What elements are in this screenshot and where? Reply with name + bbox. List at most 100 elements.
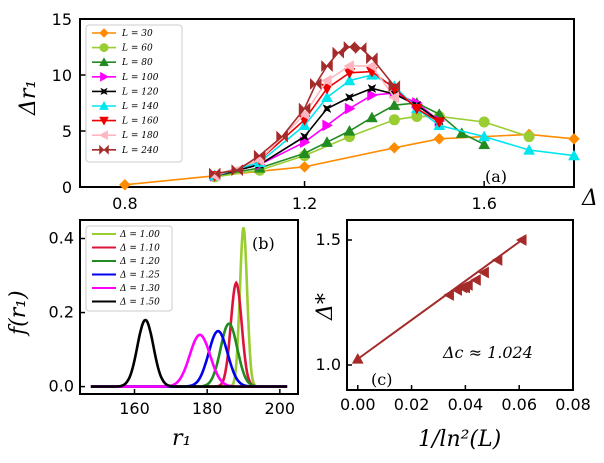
panel-a-data-point [300,132,309,142]
panel-a: 0.8 1.2 1.6 0 5 10 15 L = 30 L = 60 L = 80 L = 10… [16,10,598,213]
panel-c-data-point [478,266,489,279]
panel-b-legend-label: Δ = 1.20 [119,257,160,267]
panel-a-data-point [365,60,377,72]
panel-a-data-point [410,103,423,115]
panel-c-data-point [462,279,473,291]
panel-a-xtick-label: 1.6 [471,194,496,213]
panel-a-legend-label: L = 140 [121,102,159,112]
panel-a-xlabel: Δ [581,186,598,211]
panel-a-legend-label: L = 60 [121,44,153,54]
panel-a-legend-label: L = 30 [121,29,153,39]
panel-c-ticks: 0.00 0.02 0.04 0.06 0.08 1.0 1.5 [316,230,591,414]
panel-a-legend-label: L = 180 [121,131,159,141]
panel-a-data-point [366,52,378,65]
panel-a-legend-marker [99,57,109,67]
panel-b-legend-label: Δ = 1.10 [119,244,160,254]
panel-c-ytick-label: 1.5 [316,230,341,249]
panel-a-ticks: 0.8 1.2 1.6 0 5 10 15 [52,10,497,213]
panel-a-legend-marker [99,100,109,110]
panel-a-data-point [321,136,333,147]
panel-b-distribution-curve [90,333,288,388]
panel-a-legend-marker [99,116,109,126]
panel-a-data-point [321,83,333,95]
panel-c-data-point [351,352,364,364]
panel-c-label: (c) [371,370,392,389]
panel-a-data-point [321,59,333,73]
panel-a-data-point [322,104,332,114]
panel-a-data-point [433,132,446,145]
panel-a-data-point [310,77,322,91]
panel-a-legend-label: L = 240 [121,146,159,156]
panel-a-data-point [298,160,311,173]
panel-b-series [90,227,288,388]
panel-a-legend-label: L = 80 [121,58,153,68]
panel-b-frame [79,219,299,395]
panel-a-frame [79,18,575,188]
panel-b-xtick-label: 180 [192,399,223,418]
panel-a-data-point [276,130,288,143]
panel-b-xtick-label: 160 [119,399,150,418]
panel-a-data-point [568,149,580,161]
panel-a-data-point [344,102,356,115]
panel-a-data-point [253,149,266,162]
panel-c-xtick-label: 0.02 [394,395,430,414]
panel-a-data-point [345,92,354,102]
panel-a-legend-label: L = 100 [121,73,159,83]
panel-c-xtick-label: 0.04 [448,395,484,414]
panel-a-ytick-label: 0 [62,178,72,197]
panel-a-data-point [523,131,535,143]
panel-b-legend-label: Δ = 1.25 [119,271,160,281]
panel-a-data-point [388,141,401,154]
panel-a-legend: L = 30 L = 60 L = 80 L = 100 L = 120 L = 140 L… [85,24,183,163]
panel-a-data-point [320,74,332,87]
panel-c-ytick-label: 1.0 [316,355,341,374]
panel-b-legend-label: Δ = 1.00 [119,230,160,240]
panel-a-legend-marker [100,87,108,96]
panel-a-label: (a) [485,167,507,186]
panel-a-data-point [478,130,491,142]
panel-c-frame [346,219,574,391]
panel-c-xtick-label: 0.00 [340,395,376,414]
panel-a-data-point [365,111,378,123]
panel-a-ytick-label: 15 [52,10,72,29]
panel-b-ticks: 160 180 200 0.0 0.2 0.4 [49,229,296,418]
panel-b-legend: Δ = 1.00 Δ = 1.10 Δ = 1.20 Δ = 1.25 Δ = 1.30… [85,225,173,312]
panel-a-data-point [322,119,334,132]
panel-c-xtick-label: 0.06 [501,395,537,414]
panel-a-legend-marker [100,71,110,82]
panel-a-data-point [298,147,311,159]
panel-a-data-point [388,99,401,110]
panel-a-data-point [433,117,446,129]
panel-a-data-point [343,74,356,86]
panel-a-legend-marker [99,43,109,53]
panel-c-data-point [470,274,481,286]
panel-a-data-point [343,60,355,72]
panel-a-data-point [298,108,310,121]
panel-b-ytick-label: 0.4 [49,229,74,248]
panel-a-ytick-label: 5 [62,122,72,141]
panel-c-xtick-label: 0.08 [555,395,591,414]
panel-c-annotation: Δc ≈ 1.024 [442,343,533,362]
panel-a-data-point [568,132,580,145]
panel-a-data-point [478,116,490,128]
panel-b-xtick-label: 200 [265,399,296,418]
panel-a-data-point [354,42,367,55]
panel-c-data-point [515,234,527,246]
panel-a-data-point [343,124,356,136]
panel-b-ytick-label: 0.2 [49,303,74,322]
panel-a-ylabel: Δr₁ [16,80,41,116]
panel-b-label: (b) [252,234,275,253]
panel-b-ytick-label: 0.0 [49,377,74,396]
panel-a-data-point [231,164,243,177]
panel-a-legend-label: L = 120 [121,87,159,97]
panel-a-data-point [388,91,400,104]
panel-b-ylabel: f(r₁) [6,290,31,337]
panel-a-legend-marker [99,144,109,155]
panel-a-data-point [478,138,491,150]
panel-a-data-point [298,102,311,115]
panel-a-data-point [367,89,378,102]
panel-a-data-point [455,127,468,138]
panel-a-data-point [332,46,344,59]
panel-a-data-point [321,91,333,103]
